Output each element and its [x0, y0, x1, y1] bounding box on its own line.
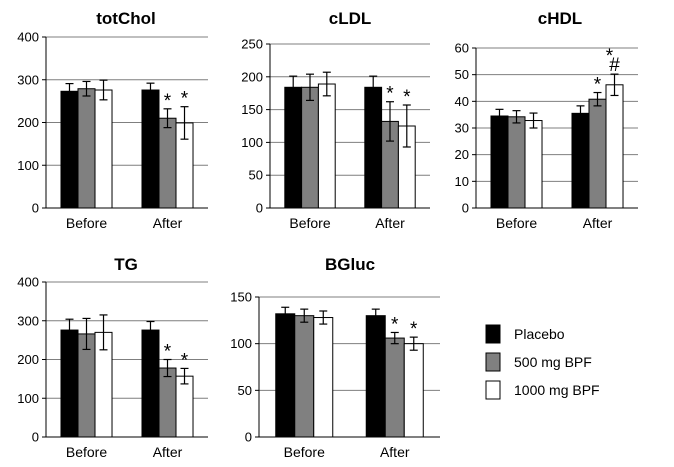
bar: [403, 343, 424, 438]
x-category-label: After: [375, 215, 405, 231]
y-tick-label: 100: [17, 391, 39, 406]
y-tick-label: 300: [17, 72, 39, 87]
bar: [275, 313, 296, 438]
y-tick-label: 50: [455, 67, 469, 82]
significance-marker: *: [181, 350, 189, 371]
bar: [313, 317, 334, 438]
bar: [158, 367, 177, 438]
chart-panel-totchol: totChol 0 100 200 300 400 Before * * After: [17, 9, 208, 231]
chart-panel-cldl: cLDL 0 50 100 150 200 250 Before * * After: [241, 9, 430, 231]
y-tick-label: 50: [238, 383, 252, 398]
bar: [364, 86, 383, 209]
chart-title: cLDL: [329, 9, 372, 28]
y-tick-label: 20: [455, 147, 469, 162]
bar: [294, 315, 315, 438]
significance-marker: #: [609, 55, 620, 76]
y-tick-label: 100: [241, 135, 263, 150]
significance-marker: *: [594, 75, 602, 96]
significance-marker: *: [391, 314, 399, 335]
y-tick-label: 150: [241, 102, 263, 117]
significance-marker: *: [606, 46, 614, 67]
y-tick-label: 30: [455, 121, 469, 136]
significance-marker: *: [386, 84, 394, 105]
legend: Placebo 500 mg BPF 1000 mg BPF: [485, 324, 600, 400]
significance-marker: *: [403, 87, 411, 108]
x-category-label: After: [153, 444, 183, 460]
bar: [77, 88, 96, 209]
bar: [175, 375, 194, 438]
y-tick-label: 200: [241, 69, 263, 84]
chart-title: TG: [114, 255, 138, 274]
bar: [384, 337, 405, 438]
chart-title: BGluc: [325, 255, 375, 274]
x-category-label: Before: [496, 215, 537, 231]
bar: [588, 98, 607, 209]
bar: [301, 86, 319, 209]
chart-title: totChol: [96, 9, 155, 28]
y-tick-label: 50: [249, 168, 263, 183]
bar: [571, 112, 590, 209]
y-tick-label: 0: [32, 201, 39, 216]
legend-label: 1000 mg BPF: [514, 382, 600, 398]
y-tick-label: 250: [241, 37, 263, 52]
bar: [60, 329, 79, 438]
bar: [490, 115, 509, 209]
legend-swatch: [485, 352, 501, 372]
bar: [507, 116, 526, 209]
significance-marker: *: [164, 342, 172, 363]
y-tick-label: 300: [17, 313, 39, 328]
y-tick-label: 400: [17, 30, 39, 45]
y-tick-label: 400: [17, 275, 39, 290]
y-tick-label: 0: [462, 201, 469, 216]
bar: [60, 90, 79, 209]
x-category-label: After: [153, 215, 183, 231]
y-tick-label: 40: [455, 94, 469, 109]
legend-label: Placebo: [514, 326, 565, 342]
bar: [94, 89, 113, 209]
y-tick-label: 200: [17, 115, 39, 130]
chart-panel-bgluc: BGluc 0 50 100 150 Before * * After: [230, 255, 440, 460]
legend-swatch: [485, 380, 501, 400]
significance-marker: *: [181, 89, 189, 110]
legend-swatch: [485, 324, 501, 344]
significance-marker: *: [410, 319, 418, 340]
legend-label: 500 mg BPF: [514, 354, 592, 370]
bar: [141, 89, 160, 209]
y-tick-label: 10: [455, 174, 469, 189]
bar: [365, 315, 386, 438]
y-tick-label: 100: [230, 336, 252, 351]
y-tick-label: 0: [32, 430, 39, 445]
bar: [605, 84, 624, 209]
chart-panel-tg: TG 0 100 200 300 400 Before * * After: [17, 255, 208, 460]
chart-title: cHDL: [538, 9, 582, 28]
x-category-label: Before: [66, 215, 107, 231]
bar: [141, 329, 160, 438]
x-category-label: Before: [66, 444, 107, 460]
bar: [284, 86, 303, 209]
y-tick-label: 150: [230, 290, 252, 305]
y-tick-label: 0: [256, 201, 263, 216]
x-category-label: After: [583, 215, 613, 231]
x-category-label: Before: [289, 215, 330, 231]
x-category-label: After: [380, 444, 410, 460]
significance-marker: *: [164, 91, 172, 112]
y-tick-label: 100: [17, 158, 39, 173]
y-tick-label: 60: [455, 41, 469, 56]
x-category-label: Before: [284, 444, 325, 460]
bar: [158, 117, 177, 209]
bar: [524, 120, 543, 209]
y-tick-label: 0: [245, 430, 252, 445]
y-tick-label: 200: [17, 352, 39, 367]
bar: [317, 83, 336, 209]
